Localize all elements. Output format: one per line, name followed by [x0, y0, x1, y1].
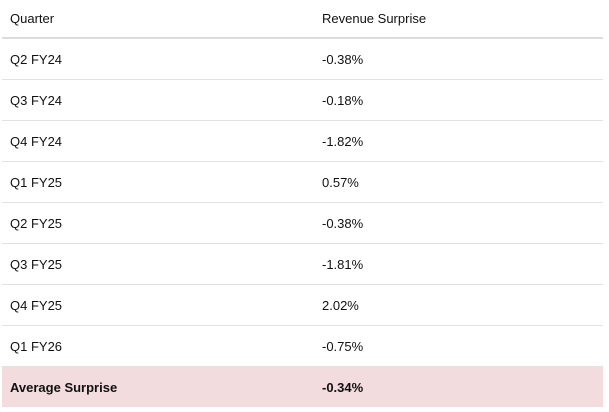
surprise-cell: -0.18% — [314, 79, 603, 121]
summary-value: -0.34% — [314, 366, 603, 407]
header-row: Quarter Revenue Surprise — [2, 0, 603, 39]
table-row: Q2 FY25 -0.38% — [2, 202, 603, 244]
quarter-cell: Q4 FY25 — [2, 284, 314, 326]
surprise-cell: 2.02% — [314, 284, 603, 326]
quarter-cell: Q4 FY24 — [2, 120, 314, 162]
table-row: Q4 FY25 2.02% — [2, 284, 603, 326]
table-row: Q4 FY24 -1.82% — [2, 120, 603, 162]
surprise-cell: 0.57% — [314, 161, 603, 203]
summary-label: Average Surprise — [2, 366, 314, 407]
header-quarter: Quarter — [2, 0, 314, 39]
summary-row: Average Surprise -0.34% — [2, 366, 603, 407]
quarter-cell: Q3 FY24 — [2, 79, 314, 121]
quarter-cell: Q3 FY25 — [2, 243, 314, 285]
surprise-cell: -1.82% — [314, 120, 603, 162]
table-row: Q3 FY25 -1.81% — [2, 243, 603, 285]
table-row: Q3 FY24 -0.18% — [2, 79, 603, 121]
quarter-cell: Q2 FY24 — [2, 38, 314, 80]
surprise-cell: -0.38% — [314, 38, 603, 80]
table-row: Q2 FY24 -0.38% — [2, 38, 603, 80]
revenue-surprise-table: Quarter Revenue Surprise Q2 FY24 -0.38% Q3… — [2, 0, 603, 407]
surprise-cell: -1.81% — [314, 243, 603, 285]
table-row: Q1 FY25 0.57% — [2, 161, 603, 203]
quarter-cell: Q2 FY25 — [2, 202, 314, 244]
surprise-cell: -0.75% — [314, 325, 603, 367]
header-revenue-surprise: Revenue Surprise — [314, 0, 603, 39]
quarter-cell: Q1 FY25 — [2, 161, 314, 203]
surprise-cell: -0.38% — [314, 202, 603, 244]
table-row: Q1 FY26 -0.75% — [2, 325, 603, 367]
quarter-cell: Q1 FY26 — [2, 325, 314, 367]
